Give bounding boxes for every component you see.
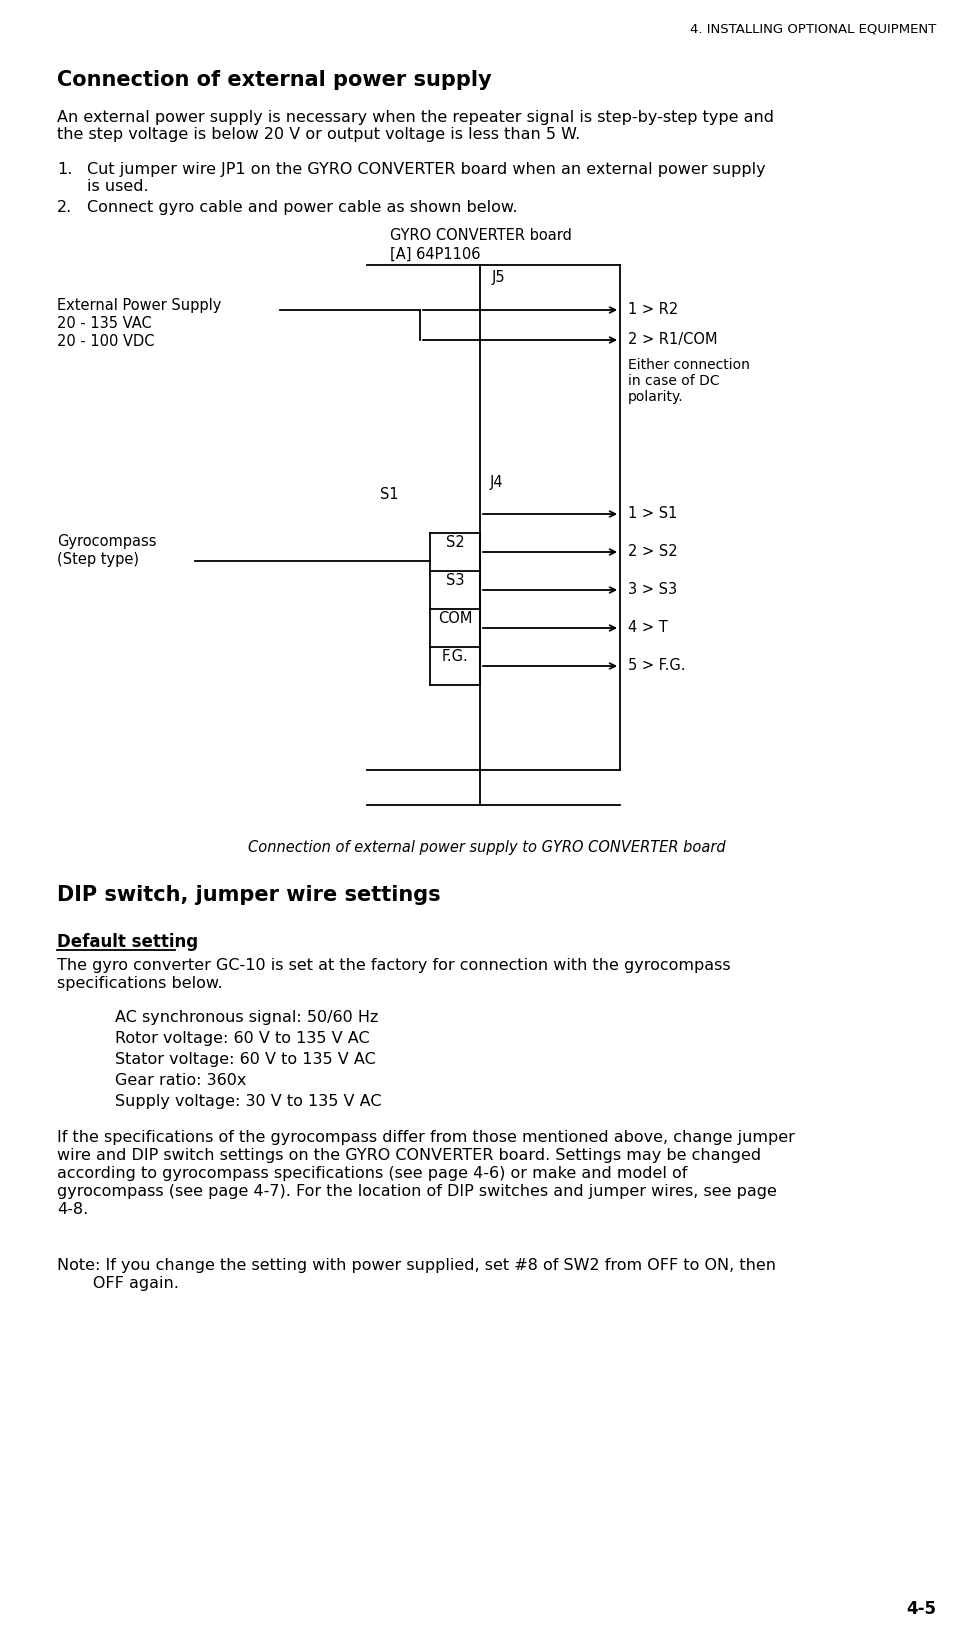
Text: 4-8.: 4-8. xyxy=(57,1203,89,1217)
Text: S3: S3 xyxy=(446,573,465,588)
Text: specifications below.: specifications below. xyxy=(57,976,223,991)
Text: according to gyrocompass specifications (see page 4-6) or make and model of: according to gyrocompass specifications … xyxy=(57,1165,688,1182)
Text: J5: J5 xyxy=(492,269,506,286)
Text: Gyrocompass: Gyrocompass xyxy=(57,534,157,548)
Text: OFF again.: OFF again. xyxy=(57,1276,179,1291)
Text: wire and DIP switch settings on the GYRO CONVERTER board. Settings may be change: wire and DIP switch settings on the GYRO… xyxy=(57,1147,761,1164)
Text: AC synchronous signal: 50/60 Hz: AC synchronous signal: 50/60 Hz xyxy=(115,1010,378,1025)
Text: Connect gyro cable and power cable as shown below.: Connect gyro cable and power cable as sh… xyxy=(87,201,517,215)
Text: Either connection: Either connection xyxy=(628,357,750,372)
Text: 20 - 100 VDC: 20 - 100 VDC xyxy=(57,335,155,349)
Text: An external power supply is necessary when the repeater signal is step-by-step t: An external power supply is necessary wh… xyxy=(57,109,774,142)
Text: 2.: 2. xyxy=(57,201,72,215)
Text: Rotor voltage: 60 V to 135 V AC: Rotor voltage: 60 V to 135 V AC xyxy=(115,1031,369,1046)
Text: 2 > R1/COM: 2 > R1/COM xyxy=(628,331,718,348)
Text: gyrocompass (see page 4-7). For the location of DIP switches and jumper wires, s: gyrocompass (see page 4-7). For the loca… xyxy=(57,1183,777,1200)
Text: 5 > F.G.: 5 > F.G. xyxy=(628,658,686,672)
Text: Supply voltage: 30 V to 135 V AC: Supply voltage: 30 V to 135 V AC xyxy=(115,1093,382,1110)
Text: Default setting: Default setting xyxy=(57,934,198,951)
Text: 1 > S1: 1 > S1 xyxy=(628,506,677,521)
Text: 20 - 135 VAC: 20 - 135 VAC xyxy=(57,317,152,331)
Text: [A] 64P1106: [A] 64P1106 xyxy=(390,246,480,263)
Text: If the specifications of the gyrocompass differ from those mentioned above, chan: If the specifications of the gyrocompass… xyxy=(57,1129,795,1146)
Text: 4. INSTALLING OPTIONAL EQUIPMENT: 4. INSTALLING OPTIONAL EQUIPMENT xyxy=(690,21,936,34)
Text: Note: If you change the setting with power supplied, set #8 of SW2 from OFF to O: Note: If you change the setting with pow… xyxy=(57,1258,776,1273)
Text: GYRO CONVERTER board: GYRO CONVERTER board xyxy=(390,228,572,243)
Text: (Step type): (Step type) xyxy=(57,552,139,566)
Text: 2 > S2: 2 > S2 xyxy=(628,543,678,560)
Text: External Power Supply: External Power Supply xyxy=(57,299,221,313)
Text: Stator voltage: 60 V to 135 V AC: Stator voltage: 60 V to 135 V AC xyxy=(115,1053,376,1067)
Text: 4-5: 4-5 xyxy=(906,1599,936,1617)
Text: Cut jumper wire JP1 on the GYRO CONVERTER board when an external power supply
is: Cut jumper wire JP1 on the GYRO CONVERTE… xyxy=(87,162,766,194)
Text: DIP switch, jumper wire settings: DIP switch, jumper wire settings xyxy=(57,885,440,906)
Text: S1: S1 xyxy=(380,486,398,503)
Text: in case of DC: in case of DC xyxy=(628,374,720,388)
Text: 1 > R2: 1 > R2 xyxy=(628,302,678,317)
Text: polarity.: polarity. xyxy=(628,390,684,405)
Text: Connection of external power supply: Connection of external power supply xyxy=(57,70,492,90)
Text: 3 > S3: 3 > S3 xyxy=(628,583,677,597)
Text: COM: COM xyxy=(437,610,472,627)
Text: Connection of external power supply to GYRO CONVERTER board: Connection of external power supply to G… xyxy=(248,840,726,855)
Text: F.G.: F.G. xyxy=(441,650,468,664)
Text: S2: S2 xyxy=(446,535,465,550)
Text: Gear ratio: 360x: Gear ratio: 360x xyxy=(115,1072,246,1089)
Text: 1.: 1. xyxy=(57,162,72,176)
Text: 4 > T: 4 > T xyxy=(628,620,668,635)
Text: J4: J4 xyxy=(490,475,504,490)
Text: The gyro converter GC-10 is set at the factory for connection with the gyrocompa: The gyro converter GC-10 is set at the f… xyxy=(57,958,731,973)
